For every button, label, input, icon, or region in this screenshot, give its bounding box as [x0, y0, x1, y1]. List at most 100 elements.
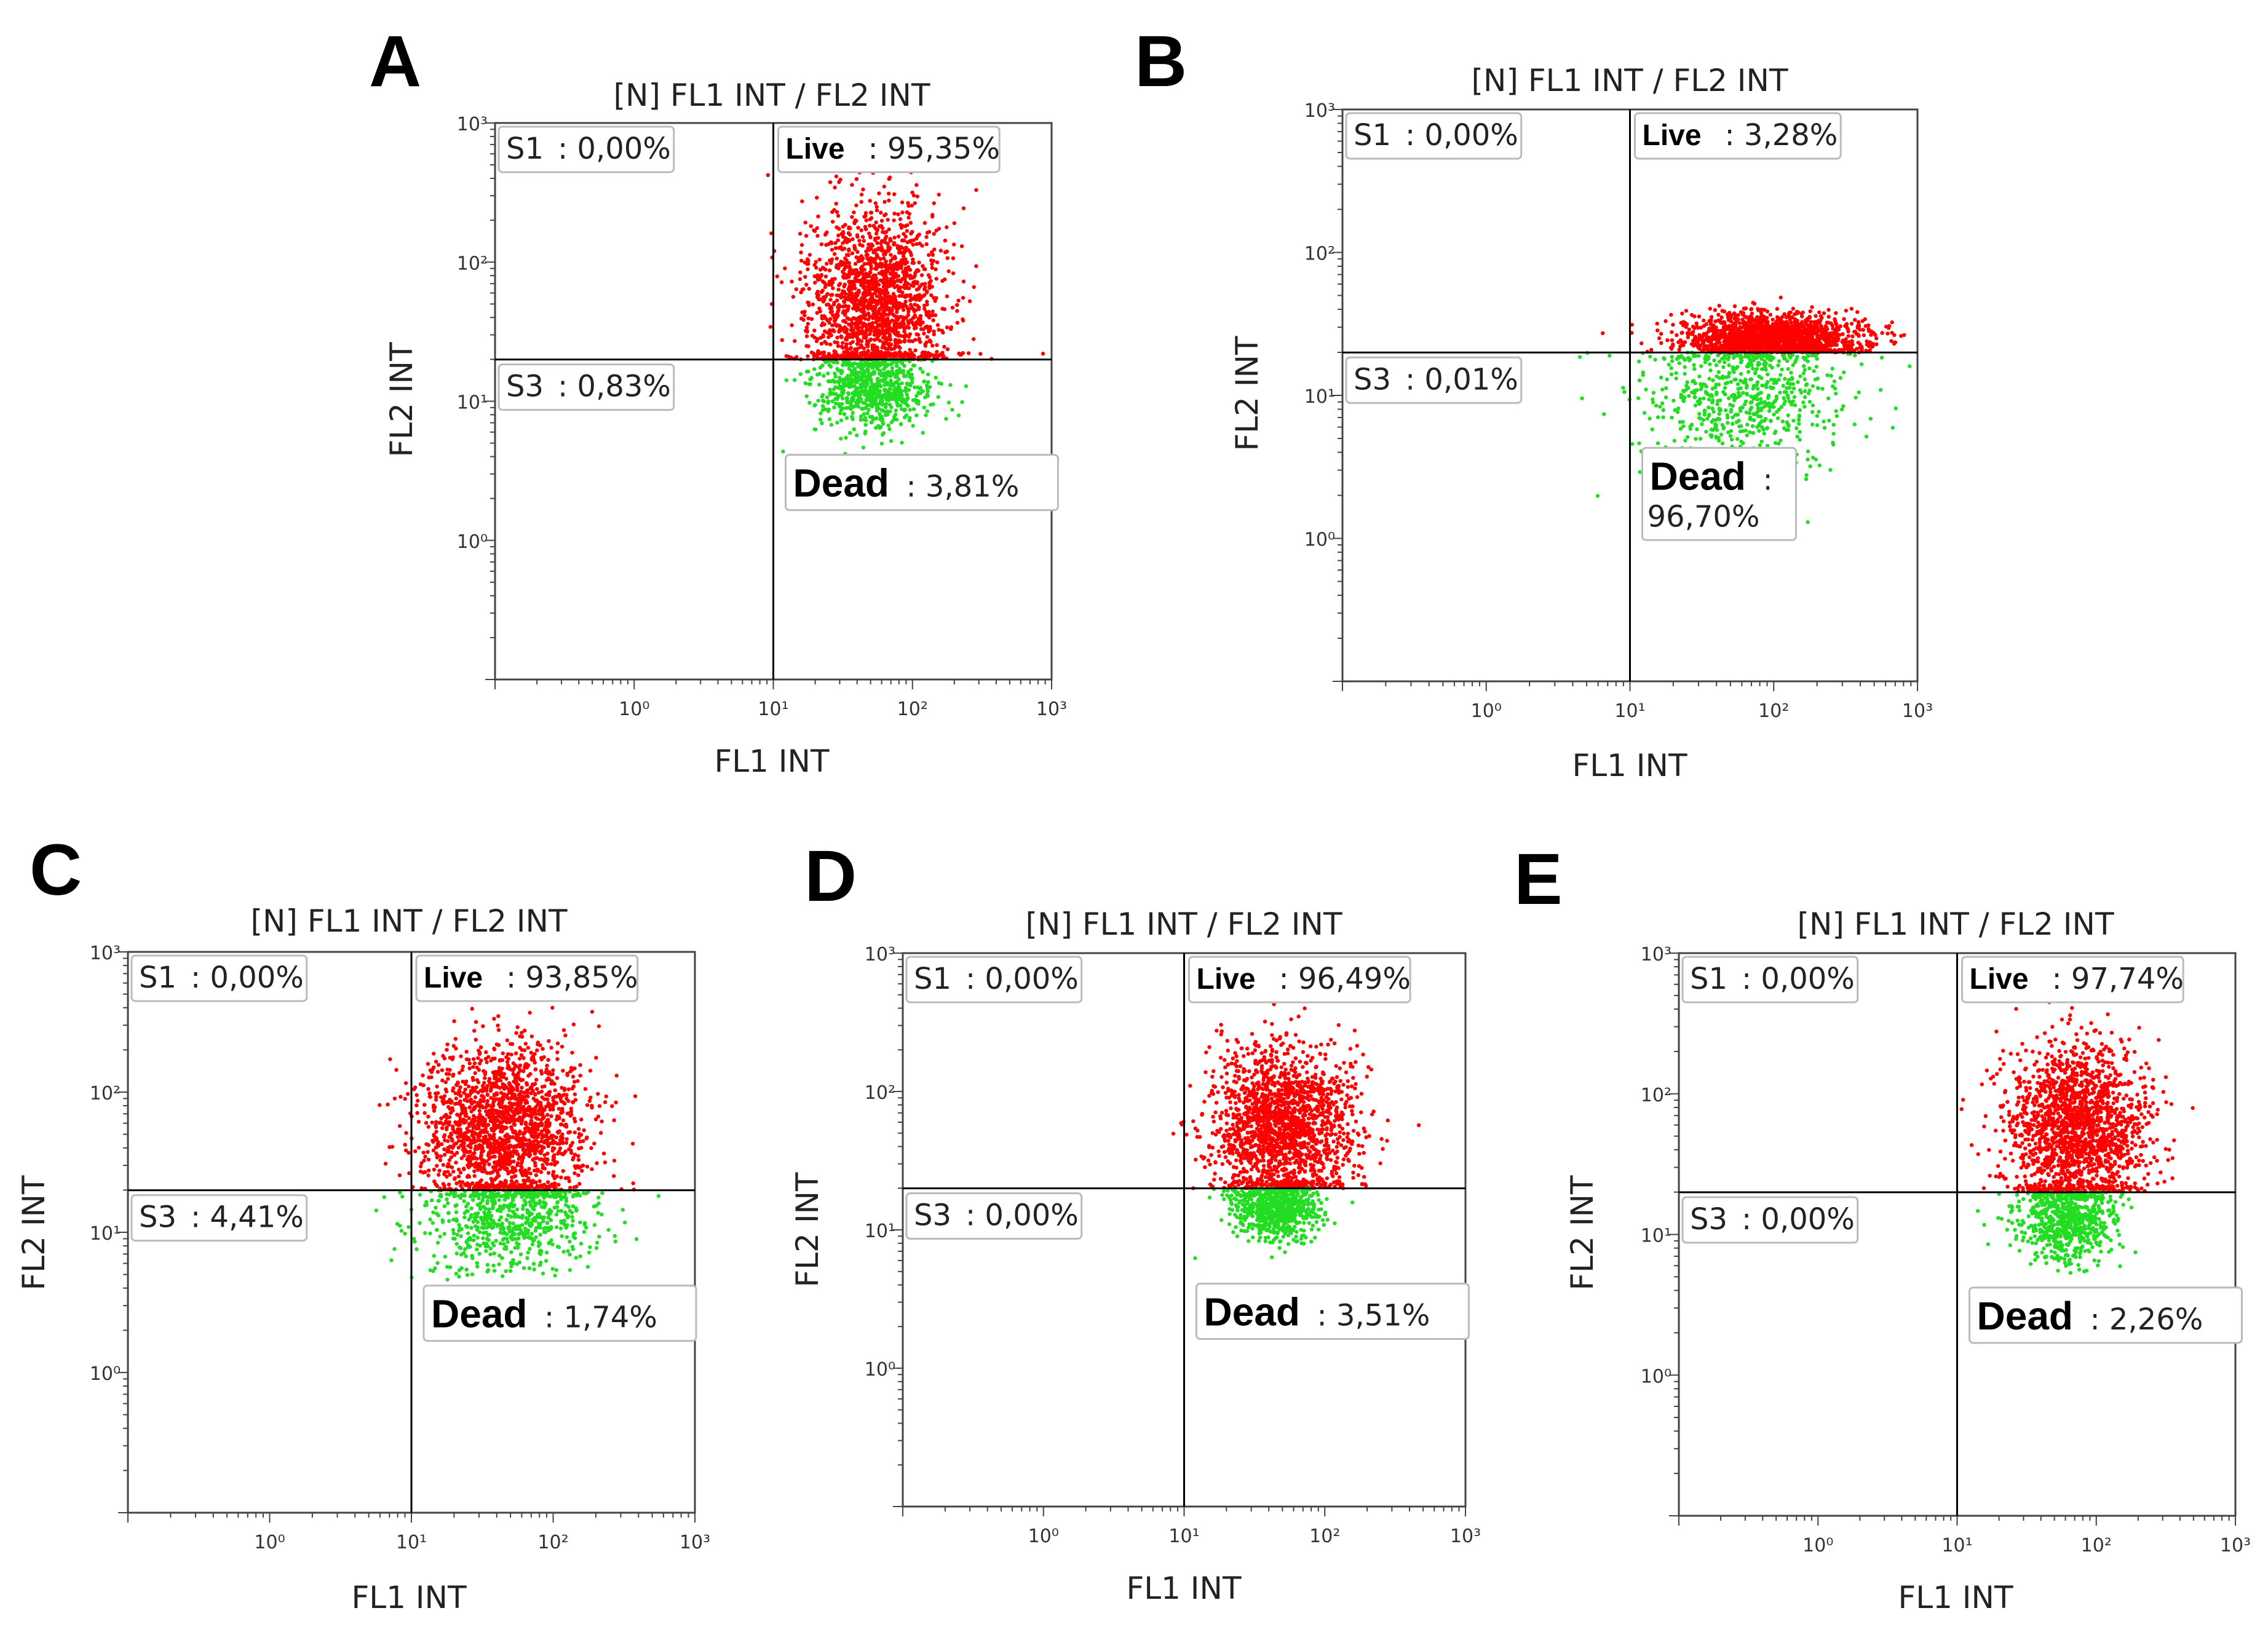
scatter-point-dead	[1743, 429, 1748, 433]
scatter-point-dead	[1762, 431, 1766, 436]
scatter-point-dead	[901, 400, 906, 405]
scatter-point-live	[945, 294, 950, 299]
scatter-point-live	[924, 310, 929, 314]
scatter-point-dead	[1699, 364, 1703, 368]
scatter-point-live	[917, 293, 922, 297]
scatter-point-live	[916, 268, 920, 272]
scatter-point-dead	[894, 363, 899, 368]
scatter-point-dead	[1702, 396, 1706, 401]
scatter-point-live	[873, 266, 878, 271]
scatter-point-live	[1669, 312, 1673, 317]
scatter-point-live	[913, 201, 917, 205]
scatter-point-live	[839, 232, 844, 236]
scatter-point-live	[1860, 319, 1865, 323]
scatter-point-live	[1834, 343, 1839, 347]
scatter-point-dead	[1804, 477, 1809, 481]
scatter-point-live	[897, 288, 901, 293]
scatter-point-dead	[1890, 426, 1895, 430]
scatter-point-live	[892, 242, 896, 247]
scatter-point-dead	[1810, 456, 1815, 460]
scatter-point-live	[932, 329, 936, 334]
scatter-point-live	[902, 247, 906, 251]
scatter-point-dead	[839, 394, 844, 398]
scatter-point-dead	[921, 430, 925, 435]
scatter-point-live	[852, 210, 856, 215]
scatter-point-dead	[1729, 408, 1734, 412]
scatter-point-live	[815, 311, 819, 315]
scatter-point-dead	[1749, 394, 1753, 398]
scatter-point-dead	[1683, 365, 1687, 370]
scatter-point-dead	[1854, 395, 1858, 400]
quadrant-value: : 0,83%	[558, 370, 671, 404]
scatter-point-dead	[889, 378, 893, 382]
scatter-point-live	[882, 292, 887, 296]
scatter-point-dead	[889, 405, 894, 410]
scatter-point-live	[865, 304, 869, 309]
scatter-point-dead	[1708, 368, 1713, 373]
scatter-point-live	[866, 341, 870, 346]
scatter-point-live	[822, 354, 827, 358]
scatter-point-dead	[1749, 377, 1753, 381]
scatter-point-dead	[1822, 419, 1826, 424]
scatter-point-dead	[1708, 433, 1713, 437]
scatter-point-dead	[827, 417, 832, 421]
scatter-point-dead	[1651, 397, 1655, 402]
scatter-point-live	[806, 316, 811, 320]
scatter-point-live	[1679, 339, 1683, 344]
scatter-point-dead	[1717, 438, 1721, 443]
scatter-point-live	[915, 280, 919, 284]
scatter-point-live	[824, 231, 828, 236]
scatter-point-live	[780, 338, 784, 343]
scatter-point-live	[914, 332, 919, 336]
scatter-point-live	[1885, 331, 1890, 336]
scatter-point-live	[974, 264, 978, 268]
scatter-point-live	[905, 229, 910, 233]
scatter-point-dead	[1801, 371, 1806, 376]
scatter-point-live	[917, 260, 921, 265]
scatter-point-live	[866, 272, 871, 277]
scatter-point-dead	[1681, 399, 1686, 403]
scatter-point-live	[900, 259, 905, 263]
scatter-point-dead	[866, 408, 871, 412]
scatter-point-live	[906, 265, 911, 269]
scatter-point-dead	[905, 382, 910, 386]
scatter-point-live	[1734, 323, 1738, 328]
scatter-point-live	[842, 299, 846, 304]
scatter-point-live	[864, 249, 868, 254]
scatter-point-dead	[1758, 397, 1763, 402]
scatter-point-live	[1833, 317, 1837, 322]
scatter-point-dead	[1739, 371, 1743, 376]
scatter-point-dead	[1637, 441, 1641, 445]
scatter-point-live	[874, 205, 879, 209]
scatter-point-dead	[1777, 378, 1781, 382]
scatter-point-dead	[887, 396, 891, 400]
scatter-point-dead	[1687, 358, 1692, 363]
y-tick-label: 10³	[457, 114, 488, 135]
scatter-point-live	[1714, 325, 1718, 330]
scatter-point-live	[1761, 318, 1765, 322]
scatter-point-live	[1692, 314, 1697, 319]
scatter-point-live	[916, 287, 921, 291]
scatter-point-dead	[1807, 388, 1812, 393]
scatter-point-dead	[839, 368, 844, 373]
scatter-point-live	[903, 299, 908, 304]
scatter-point-dead	[1751, 366, 1755, 371]
scatter-point-live	[911, 193, 916, 198]
scatter-point-live	[966, 351, 971, 355]
scatter-point-live	[955, 309, 959, 313]
scatter-point-live	[884, 230, 889, 234]
scatter-point-live	[1733, 313, 1737, 317]
scatter-point-dead	[1795, 434, 1799, 439]
scatter-point-live	[1670, 330, 1674, 335]
scatter-point-live	[918, 323, 923, 327]
scatter-point-dead	[846, 391, 850, 395]
scatter-point-live	[860, 325, 865, 330]
scatter-point-live	[927, 229, 932, 234]
scatter-point-dead	[850, 417, 855, 421]
scatter-point-live	[821, 299, 826, 304]
scatter-point-dead	[1797, 413, 1801, 418]
scatter-point-live	[835, 354, 840, 358]
scatter-point-live	[795, 355, 799, 359]
scatter-point-dead	[1711, 378, 1715, 382]
scatter-point-live	[922, 267, 927, 271]
